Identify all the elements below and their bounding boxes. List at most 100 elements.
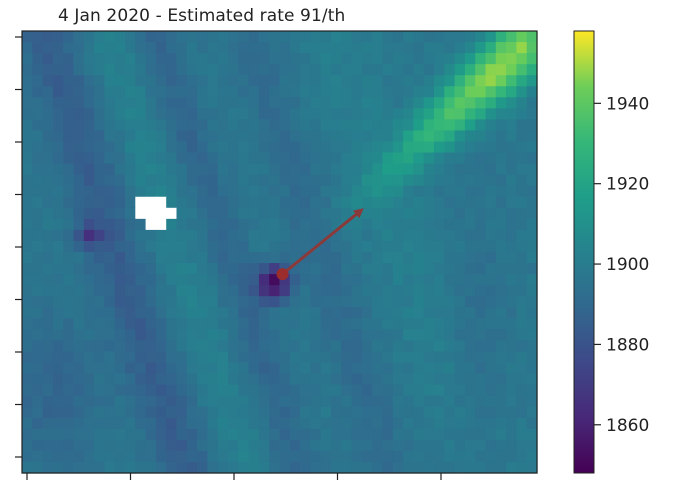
heatmap-cell xyxy=(63,229,75,242)
heatmap-cell xyxy=(52,307,64,319)
heatmap-cell xyxy=(485,141,497,154)
heatmap-cell xyxy=(145,163,157,176)
heatmap-cell xyxy=(197,108,208,120)
heatmap-cell xyxy=(176,406,188,419)
heatmap-cell xyxy=(485,428,497,441)
heatmap-cell xyxy=(320,395,332,408)
heatmap-cell xyxy=(125,218,136,231)
heatmap-cell xyxy=(475,130,487,143)
heatmap-cell xyxy=(197,362,208,375)
heatmap-cell xyxy=(83,318,95,330)
heatmap-cell xyxy=(32,307,44,319)
heatmap-cell xyxy=(516,428,528,441)
heatmap-cell xyxy=(104,53,116,65)
heatmap-cell xyxy=(413,130,425,143)
heatmap-cell xyxy=(310,395,322,408)
heatmap-cell xyxy=(331,97,342,109)
heatmap-cell xyxy=(114,395,126,408)
heatmap-cell xyxy=(22,285,33,297)
heatmap-cell xyxy=(403,196,414,209)
heatmap-cell xyxy=(166,163,178,176)
heatmap-cell xyxy=(526,141,538,154)
heatmap-cell xyxy=(32,108,44,120)
heatmap-cell xyxy=(94,351,105,364)
heatmap-cell xyxy=(279,285,291,297)
heatmap-cell xyxy=(94,252,105,264)
heatmap-cell xyxy=(331,340,342,353)
heatmap-cell xyxy=(341,263,353,275)
heatmap-cell xyxy=(361,141,373,154)
heatmap-cell xyxy=(83,439,95,452)
heatmap-cell xyxy=(238,263,250,275)
heatmap-cell xyxy=(392,174,404,187)
heatmap-cell xyxy=(155,185,167,198)
heatmap-cell xyxy=(73,152,85,165)
heatmap-cell xyxy=(73,119,85,132)
heatmap-cell xyxy=(166,53,178,65)
heatmap-cell xyxy=(83,395,95,408)
heatmap-cell xyxy=(320,263,332,275)
heatmap-cell xyxy=(454,141,466,154)
heatmap-cell xyxy=(454,240,466,253)
heatmap-cell xyxy=(238,428,250,441)
heatmap-cell xyxy=(176,428,188,441)
heatmap-cell xyxy=(526,362,538,375)
heatmap-cell xyxy=(125,97,136,109)
heatmap-cell xyxy=(52,340,64,353)
x-axis-ticks xyxy=(26,473,442,480)
heatmap-cell xyxy=(73,406,85,419)
heatmap-cell xyxy=(464,439,476,452)
heatmap-cell xyxy=(341,31,353,43)
heatmap-cell xyxy=(125,31,136,43)
heatmap-cell xyxy=(506,229,517,242)
heatmap-cell xyxy=(52,329,64,341)
heatmap-cell xyxy=(464,263,476,275)
heatmap-cell xyxy=(125,263,136,275)
heatmap-cell xyxy=(197,285,208,297)
heatmap-cell xyxy=(258,163,270,176)
heatmap-cell xyxy=(145,461,157,474)
heatmap-cell xyxy=(310,307,322,319)
heatmap-cell xyxy=(495,285,507,297)
heatmap-cell xyxy=(320,185,332,198)
heatmap-cell xyxy=(485,108,497,120)
heatmap-cell xyxy=(341,240,353,253)
heatmap-cell xyxy=(351,130,363,143)
heatmap-cell xyxy=(310,296,322,308)
heatmap-cell xyxy=(83,307,95,319)
heatmap-cell xyxy=(475,340,487,353)
heatmap-cell xyxy=(382,351,394,364)
heatmap-cell xyxy=(94,285,105,297)
heatmap-cell xyxy=(248,218,260,231)
heatmap-cell xyxy=(300,53,311,65)
heatmap-cell xyxy=(372,141,384,154)
heatmap-cell xyxy=(403,417,414,430)
heatmap-cell xyxy=(42,362,54,375)
heatmap-cell xyxy=(269,439,281,452)
heatmap-cell xyxy=(248,439,260,452)
heatmap-cell xyxy=(320,229,332,242)
heatmap-cell xyxy=(434,229,445,242)
heatmap-cell xyxy=(104,152,116,165)
heatmap-cell xyxy=(310,384,322,397)
heatmap-cell xyxy=(341,417,353,430)
heatmap-cell xyxy=(63,329,75,341)
heatmap-cell xyxy=(258,31,270,43)
heatmap-cell xyxy=(516,417,528,430)
heatmap-cell xyxy=(135,97,147,109)
heatmap-cell xyxy=(135,439,147,452)
heatmap-cell xyxy=(166,406,178,419)
heatmap-cell xyxy=(485,296,497,308)
heatmap-cell xyxy=(403,373,414,386)
heatmap-cell xyxy=(310,428,322,441)
heatmap-cell xyxy=(310,207,322,220)
heatmap-cell xyxy=(279,196,291,209)
heatmap-cell xyxy=(434,252,445,264)
heatmap-cell xyxy=(485,185,497,198)
heatmap-cell xyxy=(83,461,95,474)
heatmap-cell xyxy=(434,42,445,54)
heatmap-cell xyxy=(42,218,54,231)
heatmap-cell xyxy=(289,461,301,474)
heatmap-cell xyxy=(289,218,301,231)
heatmap-cell xyxy=(248,240,260,253)
